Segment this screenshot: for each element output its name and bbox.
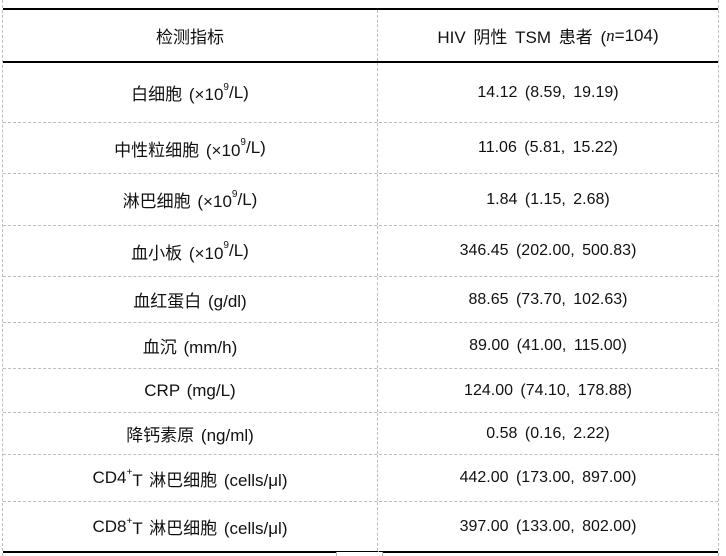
top-margin	[3, 0, 718, 8]
metric-label-unit: /L)	[228, 82, 249, 102]
value-text: 11.06 (5.81, 15.22)	[477, 139, 619, 156]
value-text: 89.00 (41.00, 115.00)	[469, 336, 627, 354]
metric-label: 血红蛋白 (g/dl)	[133, 292, 247, 311]
header-cohort-cell: HIV 阴性 TSM 患者 (n =104)	[378, 10, 718, 61]
metric-label: CRP (mg/L)	[144, 380, 236, 400]
metric-cell: 淋巴细胞 (×10 9/L)	[3, 174, 378, 225]
metric-label: 白细胞 (×10	[131, 85, 224, 104]
value-cell: 1.84 (1.15, 2.68)	[378, 174, 718, 225]
value-cell: 88.65 (73.70, 102.63)	[378, 277, 718, 322]
value-text: 0.58 (0.16, 2.22)	[486, 424, 610, 442]
metric-cell: CRP (mg/L)	[3, 369, 378, 412]
metric-label-unit: T 淋巴细胞 (cells/μl)	[132, 470, 288, 490]
value-cell: 89.00 (41.00, 115.00)	[378, 323, 718, 368]
table-handle-fragment	[336, 552, 383, 556]
table-row: CD8 + T 淋巴细胞 (cells/μl) 397.00 (133.00, 80…	[3, 502, 718, 553]
table-row: CRP (mg/L) 124.00 (74.10, 178.88)	[3, 369, 718, 413]
metric-cell: 白细胞 (×10 9/L)	[3, 63, 378, 122]
table-row: CD4 + T 淋巴细胞 (cells/μl) 442.00 (173.00, 89…	[3, 455, 718, 502]
value-text: 1.84 (1.15, 2.68)	[486, 190, 610, 208]
table-row: 中性粒细胞 (×10 9/L) 11.06 (5.81, 15.22)	[3, 123, 718, 174]
table-row: 降钙素原 (ng/ml) 0.58 (0.16, 2.22)	[3, 413, 718, 455]
value-cell: 124.00 (74.10, 178.88)	[378, 369, 718, 412]
metric-cell: 血小板 (×10 9/L)	[3, 226, 378, 276]
value-text: 397.00 (133.00, 802.00)	[459, 517, 637, 535]
value-text: 346.45 (202.00, 500.83)	[459, 242, 637, 259]
metric-label: 降钙素原 (ng/ml)	[126, 426, 254, 445]
metric-cell: CD8 + T 淋巴细胞 (cells/μl)	[3, 502, 378, 551]
table-row: 血小板 (×10 9/L) 346.45 (202.00, 500.83)	[3, 226, 718, 277]
header-cohort-n-italic: n	[606, 25, 615, 45]
metric-label: 血小板 (×10	[131, 243, 224, 263]
metric-label-unit: /L)	[237, 189, 258, 209]
value-cell: 346.45 (202.00, 500.83)	[378, 226, 718, 276]
metric-label: CD4	[92, 468, 127, 487]
value-text: 124.00 (74.10, 178.88)	[464, 381, 632, 399]
value-cell: 11.06 (5.81, 15.22)	[378, 123, 718, 173]
metric-label: 血沉 (mm/h)	[142, 338, 238, 357]
value-text: 14.12 (8.59, 19.19)	[477, 83, 619, 101]
metric-label-unit: /L)	[228, 241, 249, 260]
metric-cell: 血红蛋白 (g/dl)	[3, 277, 378, 322]
metric-cell: 降钙素原 (ng/ml)	[3, 413, 378, 454]
metric-cell: 血沉 (mm/h)	[3, 323, 378, 368]
header-metric-label: 检测指标	[156, 28, 224, 47]
value-text: 442.00 (173.00, 897.00)	[459, 469, 637, 486]
value-cell: 397.00 (133.00, 802.00)	[378, 502, 718, 551]
table-row: 白细胞 (×10 9/L) 14.12 (8.59, 19.19)	[3, 63, 718, 123]
value-cell: 0.58 (0.16, 2.22)	[378, 413, 718, 454]
table-row: 血红蛋白 (g/dl) 88.65 (73.70, 102.63)	[3, 277, 718, 323]
header-cohort-count: =104)	[614, 25, 659, 45]
metric-label: CD8	[92, 516, 127, 536]
header-cohort-text: HIV 阴性 TSM 患者 (	[437, 28, 607, 47]
header-metric-cell: 检测指标	[3, 10, 378, 61]
table-header-row: 检测指标 HIV 阴性 TSM 患者 (n =104)	[3, 8, 718, 63]
metric-label-unit: T 淋巴细胞 (cells/μl)	[132, 519, 288, 538]
table-row: 血沉 (mm/h) 89.00 (41.00, 115.00)	[3, 323, 718, 369]
metric-cell: CD4 + T 淋巴细胞 (cells/μl)	[3, 455, 378, 501]
value-cell: 14.12 (8.59, 19.19)	[378, 63, 718, 122]
metric-label: 中性粒细胞 (×10	[114, 140, 241, 160]
metric-cell: 中性粒细胞 (×10 9/L)	[3, 123, 378, 173]
metric-label-unit: /L)	[245, 138, 266, 157]
table-row: 淋巴细胞 (×10 9/L) 1.84 (1.15, 2.68)	[3, 174, 718, 226]
metric-label: 淋巴细胞 (×10	[122, 192, 232, 211]
value-cell: 442.00 (173.00, 897.00)	[378, 455, 718, 501]
value-text: 88.65 (73.70, 102.63)	[468, 290, 628, 308]
